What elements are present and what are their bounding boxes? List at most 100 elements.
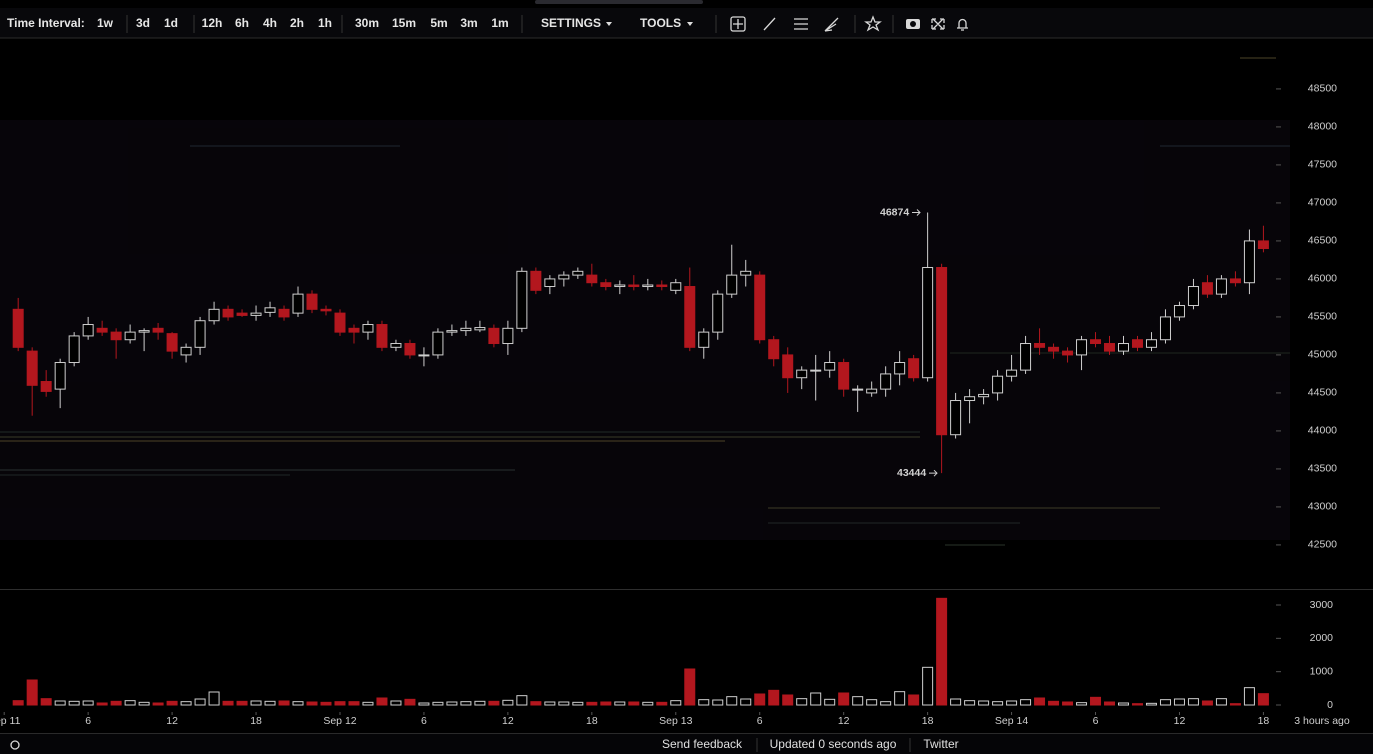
candle-body [656,284,668,288]
fullscreen-icon[interactable] [931,18,945,30]
volume-bar [306,701,318,706]
interval[interactable]: 1d [164,16,178,30]
volume-bar [1159,699,1171,706]
volume-bar [782,694,794,706]
y-tick-label: 48500 [1308,83,1337,95]
interval[interactable]: 2h [290,16,304,30]
volume-bar [768,689,780,706]
candle-body [670,282,682,291]
hline-tool-icon[interactable] [794,18,808,30]
interval[interactable]: 12h [202,16,223,30]
volume-bar [670,700,682,706]
x-tick-label: 6 [1093,715,1099,727]
candle-body [698,331,710,348]
x-tick-label: 6 [421,715,427,727]
candle-body [1006,369,1018,377]
volume-bar [264,700,276,706]
volume-bar [1020,699,1032,706]
candle-body [712,293,724,333]
volume-bar [614,701,626,706]
candle-body [12,308,24,348]
interval[interactable]: 30m [355,16,379,30]
y-tick-label: 0 [1327,699,1333,711]
candle-body [936,267,948,436]
x-tick-label: 12 [1174,715,1186,727]
plot: 42500 43000 43500 44000 44500 45000 45500 46000… [0,83,1350,727]
candle-body [782,354,794,379]
footer-link[interactable]: Twitter [923,737,958,751]
menu-caret [687,22,693,26]
volume-bar [684,668,696,706]
candle-body [278,308,290,318]
crosshair-icon[interactable] [730,16,746,32]
interval[interactable]: 1w [97,16,114,30]
candle-body [222,308,234,318]
volume-bar [82,700,94,706]
interval[interactable]: 1m [491,16,508,30]
candle-body [96,327,108,333]
volume-bar [488,700,500,706]
candle-body [488,327,500,345]
candle-body [544,278,556,288]
volume-bar [376,697,388,706]
interval[interactable]: 6h [235,16,249,30]
candle-body [894,362,906,375]
y-tick-label: 47500 [1308,159,1337,171]
candle-body [166,333,178,352]
x-tick-label: 18 [586,715,598,727]
interval[interactable]: 3d [136,16,150,30]
drag-handle [535,0,703,4]
volume-bar [1104,701,1116,706]
candle-body [1104,343,1116,352]
toolbar [0,8,1373,38]
x-tick-label: 12 [166,715,178,727]
interval[interactable]: 5m [430,16,447,30]
volume-bar [110,700,122,706]
menu[interactable]: TOOLS [640,16,681,30]
settings-icon[interactable] [10,740,20,750]
candle-body [82,324,94,337]
volume-bar [390,700,402,706]
candle-body [138,330,150,333]
y-tick-label: 46500 [1308,235,1337,247]
candle-body [180,346,192,356]
volume-bar [278,700,290,706]
x-tick-label: 12 [838,715,850,727]
volume-bar [320,701,332,706]
volume-bar [1090,696,1102,706]
volume-bar [922,666,934,706]
volume-bar [236,700,248,706]
y-tick-label: 47000 [1308,197,1337,209]
x-tick-label: 12 [502,715,514,727]
extreme-label: 43444 [897,467,926,479]
y-tick-label: 1000 [1310,665,1334,677]
candle-body [1215,278,1227,295]
favorite-icon[interactable] [864,15,882,32]
candle-body [768,339,780,360]
alert-icon[interactable] [957,18,968,31]
candle-body [26,350,38,386]
candle-body [446,330,458,333]
menu[interactable]: SETTINGS [541,16,601,30]
volume-bar [26,679,38,706]
interval[interactable]: 15m [392,16,416,30]
menu-caret [606,22,612,26]
candle-body [474,327,486,331]
volume-bar [1215,698,1227,706]
x-tick-label: 6 [85,715,91,727]
fib-tool-icon[interactable] [824,17,839,32]
y-tick-label: 44000 [1308,425,1337,437]
volume-bar [54,700,66,706]
volume-bar [124,700,136,706]
candle-body [950,400,962,436]
volume-bar [1201,700,1213,706]
interval[interactable]: 3m [460,16,477,30]
footer-link[interactable]: Send feedback [662,737,743,751]
volume-bar [250,700,262,706]
line-tool-icon[interactable] [763,17,776,31]
volume-bar [628,701,640,706]
candle-body [880,373,892,390]
interval[interactable]: 1h [318,16,332,30]
time-since-label: 3 hours ago [1294,715,1350,727]
interval[interactable]: 4h [263,16,277,30]
